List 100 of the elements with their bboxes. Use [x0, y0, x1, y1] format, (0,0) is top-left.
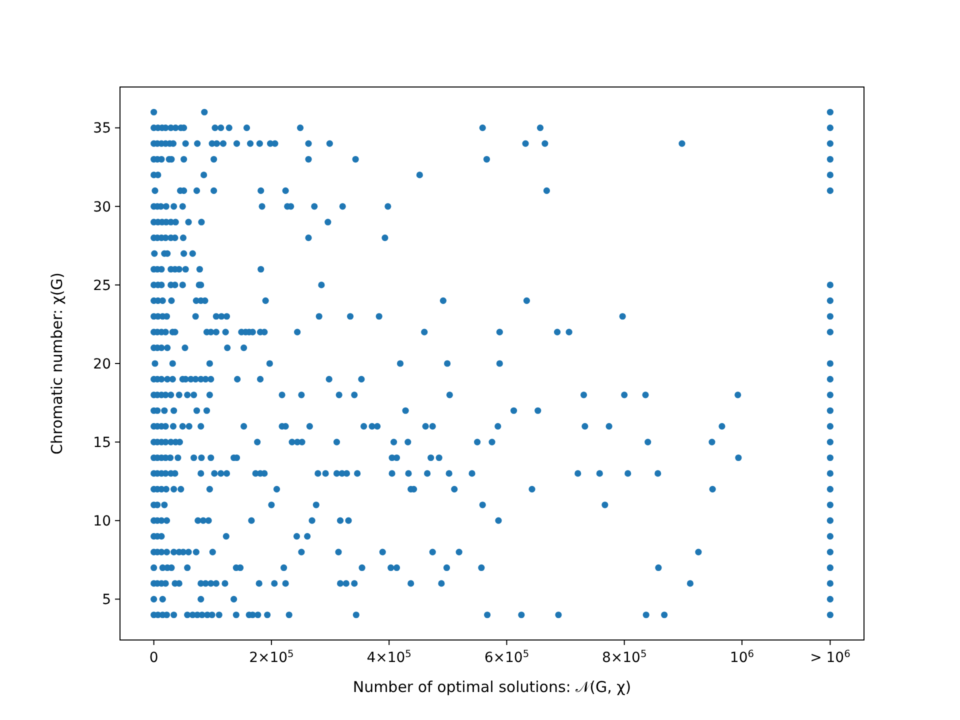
- point: [216, 612, 222, 618]
- point: [393, 564, 400, 572]
- point: [266, 360, 273, 367]
- point: [158, 156, 165, 163]
- point: [212, 124, 218, 132]
- point: [286, 612, 292, 618]
- point: [172, 218, 179, 226]
- point: [298, 548, 305, 556]
- point: [422, 423, 429, 430]
- point: [522, 140, 529, 147]
- point: [826, 392, 834, 398]
- x-tick-label: 10$^{6}$: [730, 648, 754, 666]
- point: [644, 438, 652, 446]
- point: [179, 282, 186, 288]
- point: [230, 596, 238, 602]
- point: [351, 392, 358, 398]
- point: [169, 360, 176, 367]
- point: [826, 438, 834, 446]
- point: [161, 502, 168, 508]
- point: [826, 313, 834, 320]
- point: [446, 392, 453, 398]
- point: [390, 438, 398, 446]
- point: [198, 423, 204, 430]
- point: [184, 392, 191, 398]
- point: [262, 297, 269, 304]
- point: [278, 392, 286, 398]
- point: [305, 234, 312, 242]
- point: [555, 612, 562, 618]
- point: [305, 140, 312, 147]
- point: [170, 486, 178, 492]
- point: [164, 344, 171, 352]
- point: [382, 234, 388, 242]
- point: [518, 612, 525, 618]
- point: [220, 140, 227, 147]
- point: [826, 470, 834, 477]
- point: [393, 454, 400, 462]
- point: [282, 580, 289, 587]
- point: [234, 376, 241, 383]
- point: [179, 423, 186, 430]
- point: [150, 564, 158, 572]
- point: [352, 612, 360, 618]
- point: [602, 502, 608, 508]
- x-tick-label: > 10$^{6}$: [810, 648, 850, 666]
- point: [333, 438, 340, 446]
- point: [282, 187, 289, 194]
- point: [166, 454, 174, 462]
- point: [190, 454, 198, 462]
- point: [324, 218, 332, 226]
- point: [826, 108, 834, 116]
- point: [212, 580, 220, 587]
- point: [170, 203, 178, 210]
- point: [655, 564, 662, 572]
- point: [159, 297, 166, 304]
- point: [164, 376, 171, 383]
- point: [566, 328, 572, 336]
- point: [182, 140, 189, 147]
- point: [180, 156, 188, 163]
- point: [606, 423, 612, 430]
- point: [314, 470, 322, 477]
- point: [273, 486, 280, 492]
- point: [193, 187, 200, 194]
- point: [158, 266, 165, 273]
- point: [496, 328, 503, 336]
- point: [200, 172, 208, 178]
- y-tick-label: 25: [93, 278, 111, 294]
- point: [170, 423, 177, 430]
- point: [686, 580, 694, 587]
- point: [240, 344, 248, 352]
- point: [222, 328, 229, 336]
- point: [305, 156, 312, 163]
- point: [182, 344, 188, 352]
- point: [176, 266, 182, 273]
- point: [294, 328, 301, 336]
- point: [451, 486, 458, 492]
- point: [184, 612, 191, 618]
- point: [185, 218, 192, 226]
- point: [158, 533, 165, 540]
- point: [574, 470, 582, 477]
- point: [718, 423, 726, 430]
- point: [163, 517, 170, 524]
- point: [416, 172, 423, 178]
- point: [335, 548, 342, 556]
- point: [264, 612, 271, 618]
- point: [624, 470, 632, 477]
- point: [198, 218, 205, 226]
- point: [158, 376, 165, 383]
- point: [709, 486, 716, 492]
- point: [258, 203, 266, 210]
- point: [293, 533, 300, 540]
- point: [161, 407, 168, 414]
- point: [408, 580, 414, 587]
- point: [642, 612, 650, 618]
- point: [211, 470, 218, 477]
- point: [619, 313, 626, 320]
- point: [374, 423, 381, 430]
- point: [186, 423, 192, 430]
- point: [826, 502, 834, 508]
- point: [342, 580, 350, 587]
- point: [596, 470, 603, 477]
- point: [438, 580, 445, 587]
